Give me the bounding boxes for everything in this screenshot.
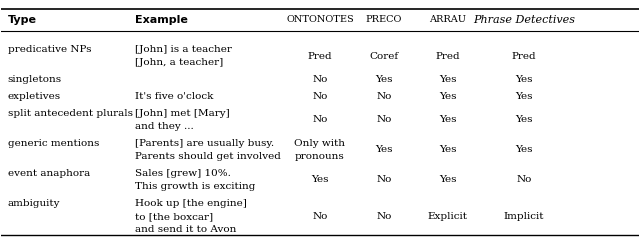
Text: Yes: Yes <box>515 75 532 84</box>
Text: split antecedent plurals: split antecedent plurals <box>8 109 132 118</box>
Text: Only with: Only with <box>294 139 346 148</box>
Text: Yes: Yes <box>515 115 532 124</box>
Text: Yes: Yes <box>438 115 456 124</box>
Text: Yes: Yes <box>438 92 456 101</box>
Text: Hook up [the engine]: Hook up [the engine] <box>135 199 247 208</box>
Text: Yes: Yes <box>515 92 532 101</box>
Text: This growth is exciting: This growth is exciting <box>135 182 255 191</box>
Text: Pred: Pred <box>435 52 460 61</box>
Text: No: No <box>312 115 328 124</box>
Text: Sales [grew] 10%.: Sales [grew] 10%. <box>135 169 231 178</box>
Text: Pred: Pred <box>308 52 332 61</box>
Text: expletives: expletives <box>8 92 61 101</box>
Text: Coref: Coref <box>369 52 398 61</box>
Text: No: No <box>376 175 392 184</box>
Text: No: No <box>376 212 392 221</box>
Text: [John, a teacher]: [John, a teacher] <box>135 58 223 67</box>
Text: singletons: singletons <box>8 75 62 84</box>
Text: [John] is a teacher: [John] is a teacher <box>135 45 232 54</box>
Text: Yes: Yes <box>311 175 329 184</box>
Text: No: No <box>516 175 532 184</box>
Text: Yes: Yes <box>375 75 392 84</box>
Text: No: No <box>312 92 328 101</box>
Text: It's five o'clock: It's five o'clock <box>135 92 214 101</box>
Text: and they ...: and they ... <box>135 122 194 131</box>
Text: Explicit: Explicit <box>428 212 467 221</box>
Text: Yes: Yes <box>438 145 456 154</box>
Text: Implicit: Implicit <box>504 212 544 221</box>
Text: PRECO: PRECO <box>365 15 402 24</box>
Text: Pred: Pred <box>511 52 536 61</box>
Text: Yes: Yes <box>438 175 456 184</box>
Text: Parents should get involved: Parents should get involved <box>135 152 281 161</box>
Text: generic mentions: generic mentions <box>8 139 99 148</box>
Text: Yes: Yes <box>375 145 392 154</box>
Text: No: No <box>376 115 392 124</box>
Text: [Parents] are usually busy.: [Parents] are usually busy. <box>135 139 275 148</box>
Text: [John] met [Mary]: [John] met [Mary] <box>135 109 230 118</box>
Text: ONTONOTES: ONTONOTES <box>286 15 354 24</box>
Text: No: No <box>312 212 328 221</box>
Text: No: No <box>376 92 392 101</box>
Text: Example: Example <box>135 15 188 25</box>
Text: Phrase Detectives: Phrase Detectives <box>473 15 575 25</box>
Text: Yes: Yes <box>438 75 456 84</box>
Text: to [the boxcar]: to [the boxcar] <box>135 212 213 221</box>
Text: predicative NPs: predicative NPs <box>8 45 92 54</box>
Text: and send it to Avon: and send it to Avon <box>135 225 237 234</box>
Text: event anaphora: event anaphora <box>8 169 90 178</box>
Text: pronouns: pronouns <box>295 152 345 161</box>
Text: No: No <box>312 75 328 84</box>
Text: Yes: Yes <box>515 145 532 154</box>
Text: Type: Type <box>8 15 36 25</box>
Text: ARRAU: ARRAU <box>429 15 466 24</box>
Text: ambiguity: ambiguity <box>8 199 60 208</box>
